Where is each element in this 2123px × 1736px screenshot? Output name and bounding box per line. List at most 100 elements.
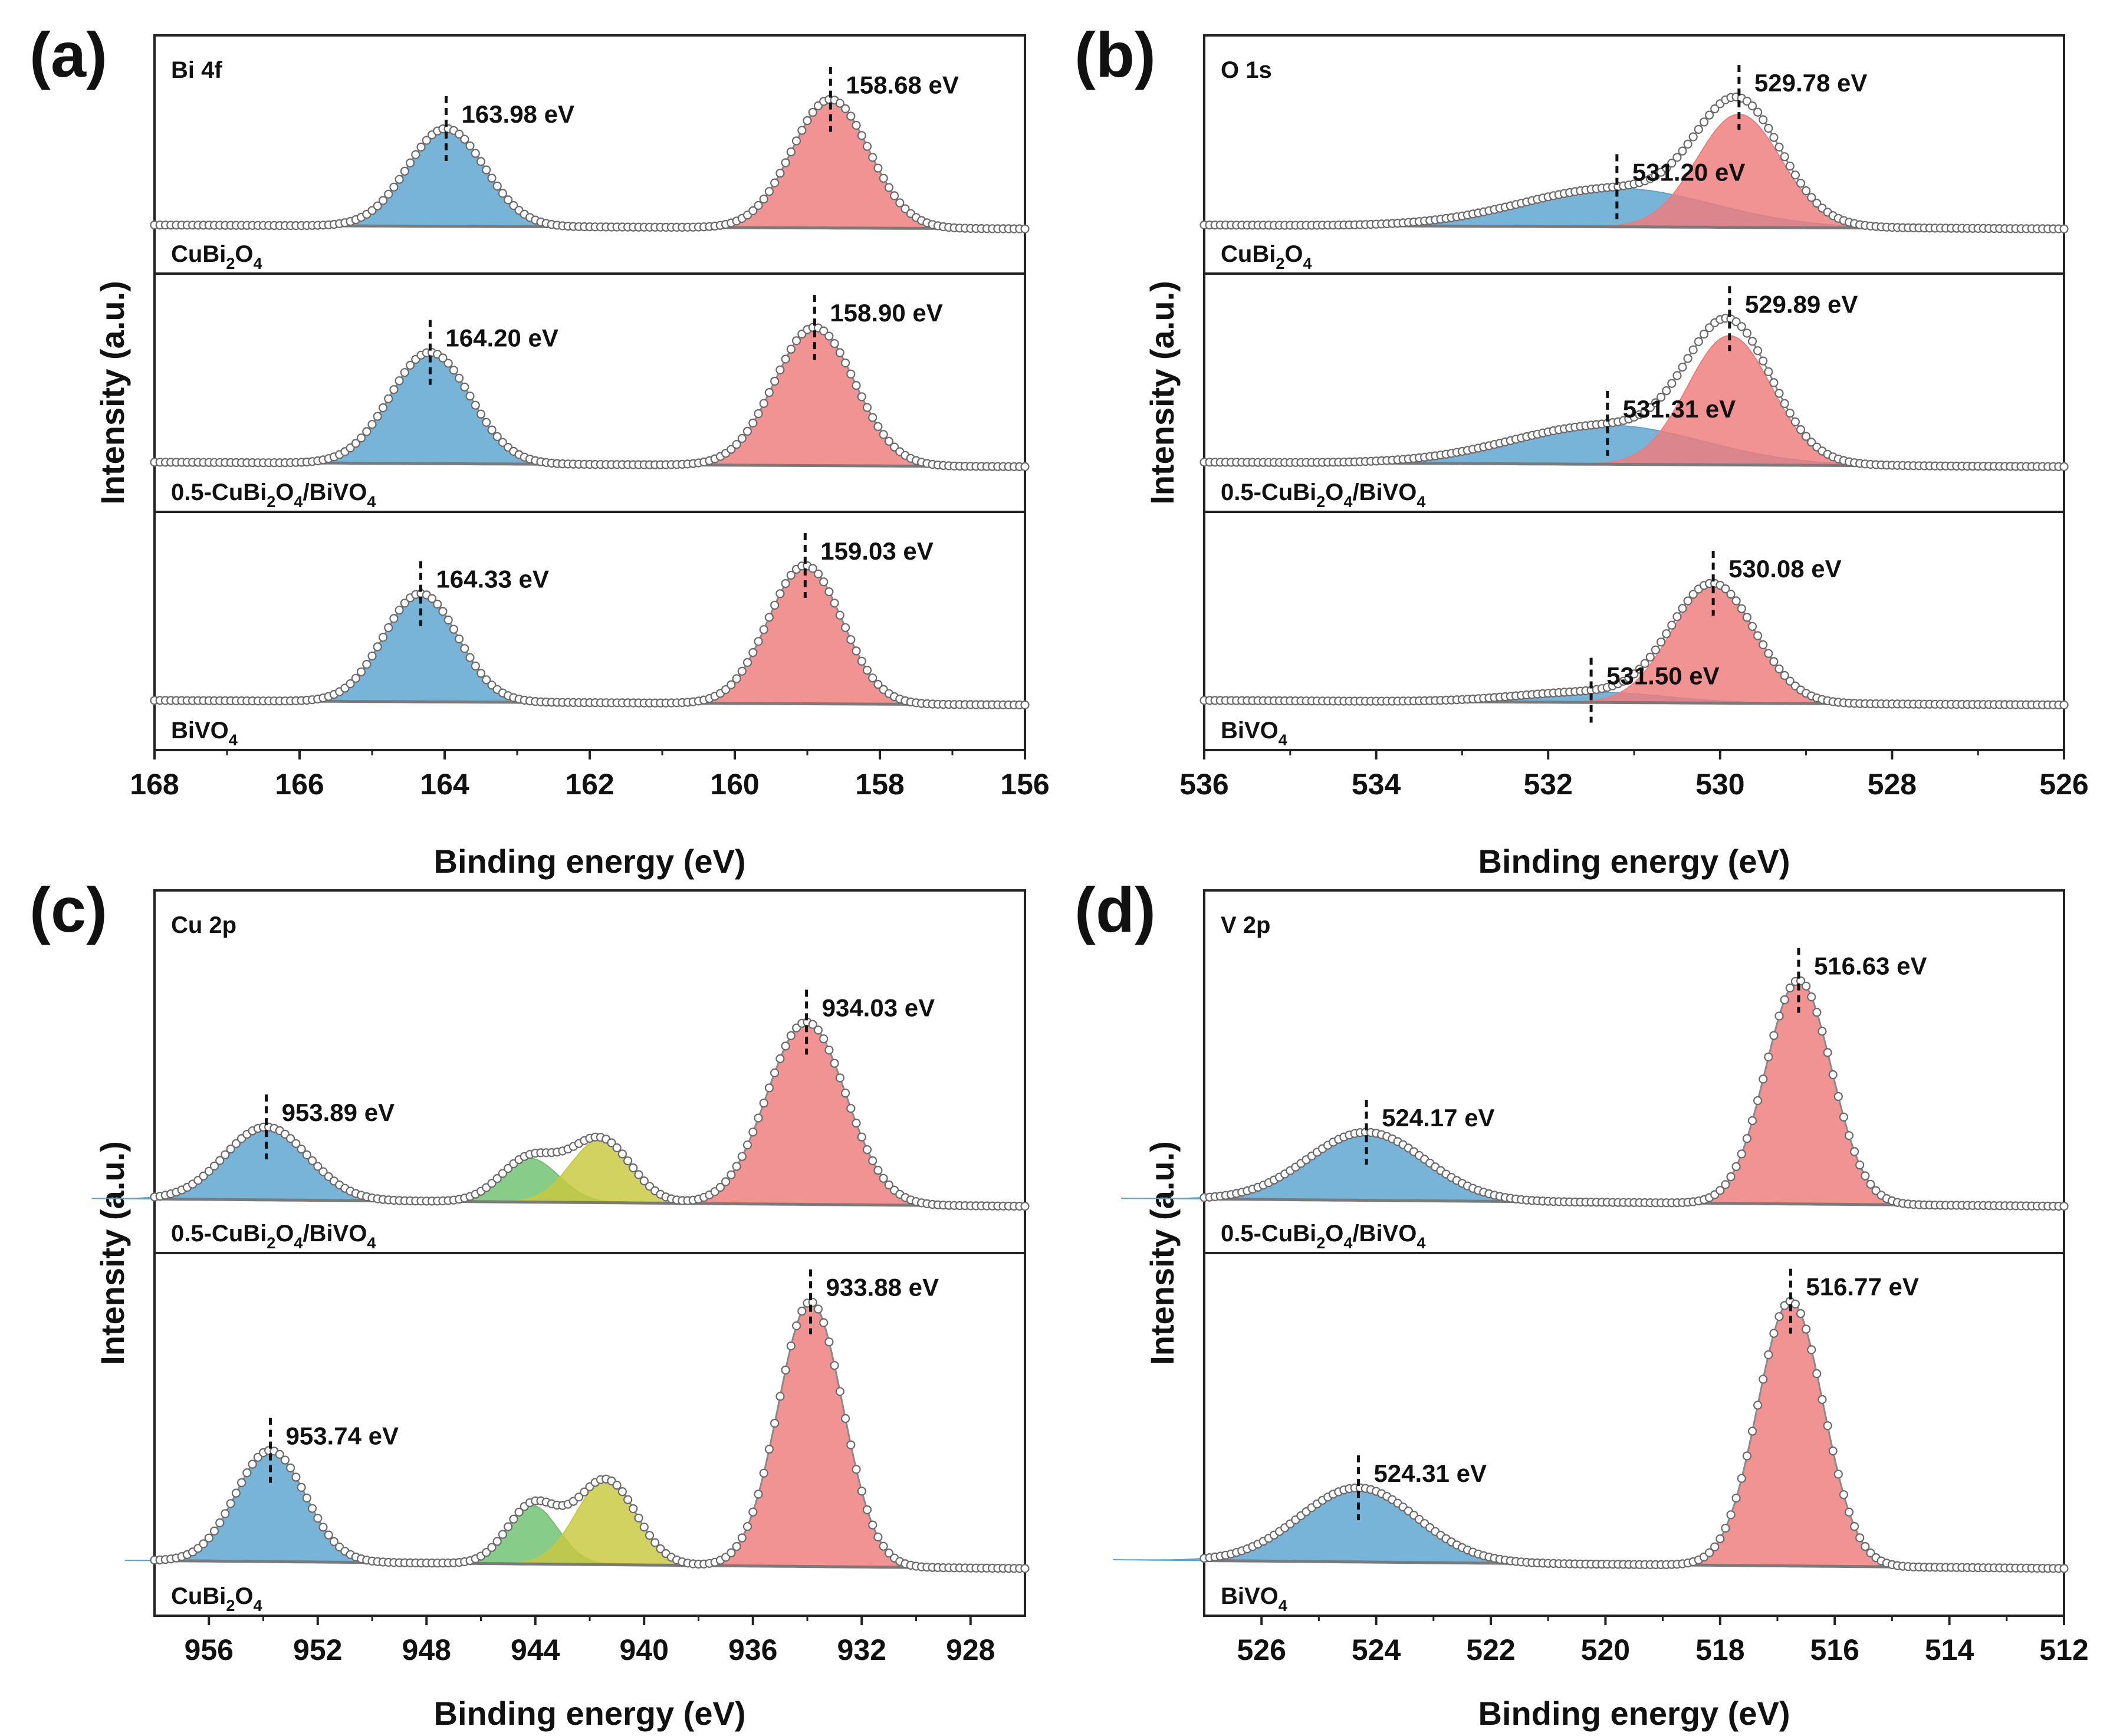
data-point bbox=[280, 1455, 290, 1465]
data-point bbox=[302, 1493, 311, 1502]
data-point bbox=[389, 614, 399, 623]
data-point bbox=[1020, 1564, 1030, 1573]
peak-label: 531.20 eV bbox=[1632, 158, 1746, 186]
data-point bbox=[868, 673, 878, 683]
fit-envelope bbox=[155, 564, 1025, 706]
data-point bbox=[411, 150, 420, 159]
data-point bbox=[384, 394, 393, 403]
data-point bbox=[1769, 378, 1779, 387]
data-point bbox=[351, 673, 360, 683]
data-point bbox=[454, 634, 464, 644]
data-point bbox=[498, 189, 508, 198]
subscript: 4 bbox=[1417, 493, 1425, 511]
data-point bbox=[1812, 1008, 1822, 1017]
panel-c: (c) Intensity (a.u.) Binding energy (eV) 95… bbox=[29, 874, 1030, 1732]
data-point bbox=[721, 685, 731, 695]
data-point bbox=[1742, 1451, 1751, 1461]
data-point bbox=[617, 1149, 627, 1159]
label-text: /BiVO bbox=[1352, 479, 1417, 505]
data-point bbox=[879, 173, 888, 183]
data-point bbox=[1672, 153, 1682, 162]
label-text: O bbox=[275, 1221, 294, 1247]
data-point bbox=[460, 382, 469, 392]
x-tick-label: 158 bbox=[855, 768, 904, 801]
peak-label: 158.90 eV bbox=[830, 299, 943, 327]
spectrum-title: Cu 2p bbox=[171, 912, 236, 938]
peak-label: 524.31 eV bbox=[1373, 1459, 1487, 1487]
data-point bbox=[732, 1542, 741, 1551]
data-point bbox=[1737, 604, 1746, 613]
data-point bbox=[1683, 354, 1693, 363]
data-point bbox=[1802, 981, 1811, 991]
data-point bbox=[634, 1170, 643, 1179]
data-point bbox=[1726, 1510, 1736, 1520]
data-point bbox=[857, 656, 866, 666]
data-point bbox=[231, 1139, 241, 1149]
panel-a: (a) Intensity (a.u.) Binding energy (eV) 16… bbox=[29, 19, 1050, 880]
data-point bbox=[775, 589, 785, 599]
label-text: BiVO bbox=[1221, 718, 1279, 744]
x-tick-label: 932 bbox=[837, 1633, 886, 1666]
data-point bbox=[302, 1150, 311, 1160]
data-point bbox=[868, 413, 878, 422]
peak-label: 934.03 eV bbox=[822, 994, 935, 1021]
data-point bbox=[1823, 1421, 1832, 1431]
subscript: 4 bbox=[294, 493, 303, 511]
data-point bbox=[356, 667, 366, 676]
panel-label: (d) bbox=[1074, 874, 1156, 945]
data-point bbox=[742, 1522, 752, 1531]
data-point bbox=[378, 633, 388, 642]
data-point bbox=[862, 1505, 872, 1514]
data-point bbox=[737, 1152, 747, 1161]
data-point bbox=[1020, 462, 1030, 472]
data-point bbox=[1672, 371, 1682, 380]
background-line bbox=[154, 1559, 1026, 1570]
x-tick-label: 156 bbox=[1000, 768, 1049, 801]
data-point bbox=[1764, 367, 1773, 377]
x-axis-label: Binding energy (eV) bbox=[1478, 1695, 1790, 1732]
data-point bbox=[1833, 1091, 1843, 1102]
data-point bbox=[862, 665, 872, 675]
data-point bbox=[454, 129, 464, 139]
data-point bbox=[1726, 1172, 1736, 1182]
axes-frame bbox=[1203, 34, 2065, 751]
data-point bbox=[242, 1468, 252, 1478]
peak-label: 530.08 eV bbox=[1728, 555, 1842, 583]
data-point bbox=[835, 348, 844, 357]
spectrum-1: 953.74 eV 933.88 eV CuBi2O4 bbox=[124, 1252, 1030, 1615]
data-point bbox=[1833, 1469, 1843, 1479]
subscript: 4 bbox=[294, 1234, 303, 1252]
data-point bbox=[1683, 139, 1693, 149]
data-point bbox=[1662, 629, 1671, 639]
data-point bbox=[857, 1132, 866, 1142]
subscript: 4 bbox=[367, 1234, 376, 1252]
component-peak-0 bbox=[1113, 1487, 1604, 1565]
data-point bbox=[2059, 700, 2069, 710]
data-point bbox=[1657, 392, 1666, 402]
data-point bbox=[889, 191, 899, 200]
data-point bbox=[1807, 438, 1816, 447]
data-point bbox=[840, 1089, 850, 1098]
data-point bbox=[846, 1440, 856, 1449]
data-point bbox=[2059, 224, 2069, 234]
data-point bbox=[846, 111, 856, 121]
data-point bbox=[1774, 664, 1784, 674]
data-point bbox=[754, 1113, 763, 1123]
label-text: BiVO bbox=[171, 718, 229, 744]
spectrum-2: 164.33 eV 159.03 eV BiVO4 bbox=[150, 511, 1030, 749]
data-point bbox=[378, 403, 388, 413]
data-point bbox=[759, 399, 768, 408]
subscript: 2 bbox=[226, 255, 235, 272]
label-text: CuBi bbox=[1221, 241, 1276, 267]
data-point bbox=[727, 680, 736, 689]
data-point bbox=[1747, 1426, 1757, 1436]
data-point bbox=[465, 141, 475, 150]
data-point bbox=[1645, 652, 1655, 662]
peak-label: 524.17 eV bbox=[1382, 1104, 1495, 1132]
data-point bbox=[291, 1472, 301, 1482]
data-point bbox=[313, 1514, 323, 1523]
data-point bbox=[1785, 983, 1795, 993]
data-point bbox=[623, 1495, 633, 1504]
data-point bbox=[204, 1533, 213, 1543]
data-point bbox=[846, 635, 856, 645]
